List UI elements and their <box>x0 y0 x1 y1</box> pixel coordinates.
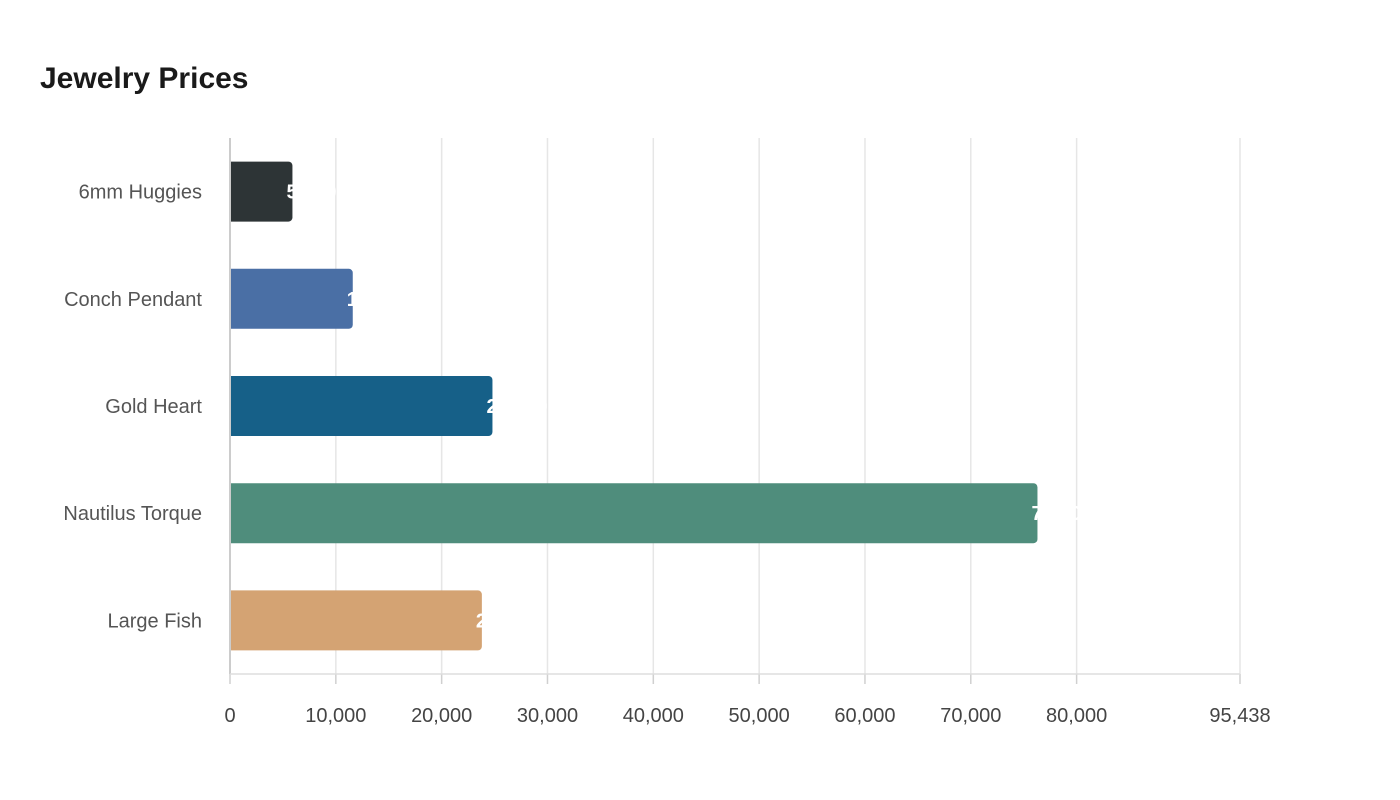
y-category-label: Gold Heart <box>105 396 202 418</box>
x-tick-label: 0 <box>224 705 235 727</box>
axes <box>229 138 1241 684</box>
x-tick-label: 70,000 <box>940 705 1001 727</box>
x-tick-label: 30,000 <box>517 705 578 727</box>
bars <box>231 161 1038 651</box>
x-tick-label: 60,000 <box>834 705 895 727</box>
bar-value-label: 11,600 <box>347 289 407 311</box>
bar-gold-heart <box>231 376 493 436</box>
x-tick-label: 20,000 <box>411 705 472 727</box>
bar-conch-pendant <box>231 268 353 329</box>
bar-value-label: 5,900 <box>286 182 336 204</box>
y-category-label: Nautilus Torque <box>63 503 202 525</box>
y-category-label: 6mm Huggies <box>79 182 202 204</box>
labels: 0 10,000 20,000 30,000 40,000 50,000 60,000 70,… <box>63 182 1270 727</box>
bar-large-fish <box>231 590 482 651</box>
x-tick-label: 10,000 <box>305 705 366 727</box>
bar-value-label: 24,800 <box>486 396 547 418</box>
chart-title: Jewelry Prices <box>40 62 249 95</box>
x-tick-label: 95,438 <box>1209 705 1270 727</box>
y-category-label: Conch Pendant <box>64 289 202 311</box>
bar-nautilus-torque <box>231 483 1038 544</box>
x-tick-label: 40,000 <box>623 705 684 727</box>
y-category-label: Large Fish <box>108 610 203 632</box>
bar-value-label: 76,300 <box>1031 503 1092 525</box>
bar-6mm-huggies <box>231 161 293 222</box>
bar-value-label: 23,800 <box>476 610 537 632</box>
x-tick-label: 50,000 <box>729 705 790 727</box>
x-tick-label: 80,000 <box>1046 705 1107 727</box>
